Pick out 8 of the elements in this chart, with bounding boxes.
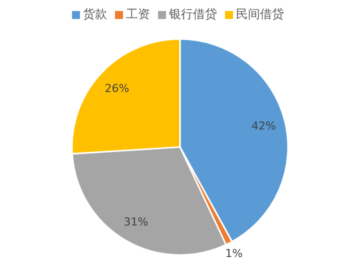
data-label: 42% <box>251 120 276 133</box>
data-label: 31% <box>124 215 148 228</box>
legend-label: 货款 <box>83 6 107 23</box>
data-label: 1% <box>225 246 243 260</box>
legend-label: 工资 <box>126 6 150 23</box>
data-label: 26% <box>104 82 130 95</box>
legend-label: 民间借贷 <box>236 6 284 23</box>
legend-label: 银行借贷 <box>169 6 217 23</box>
